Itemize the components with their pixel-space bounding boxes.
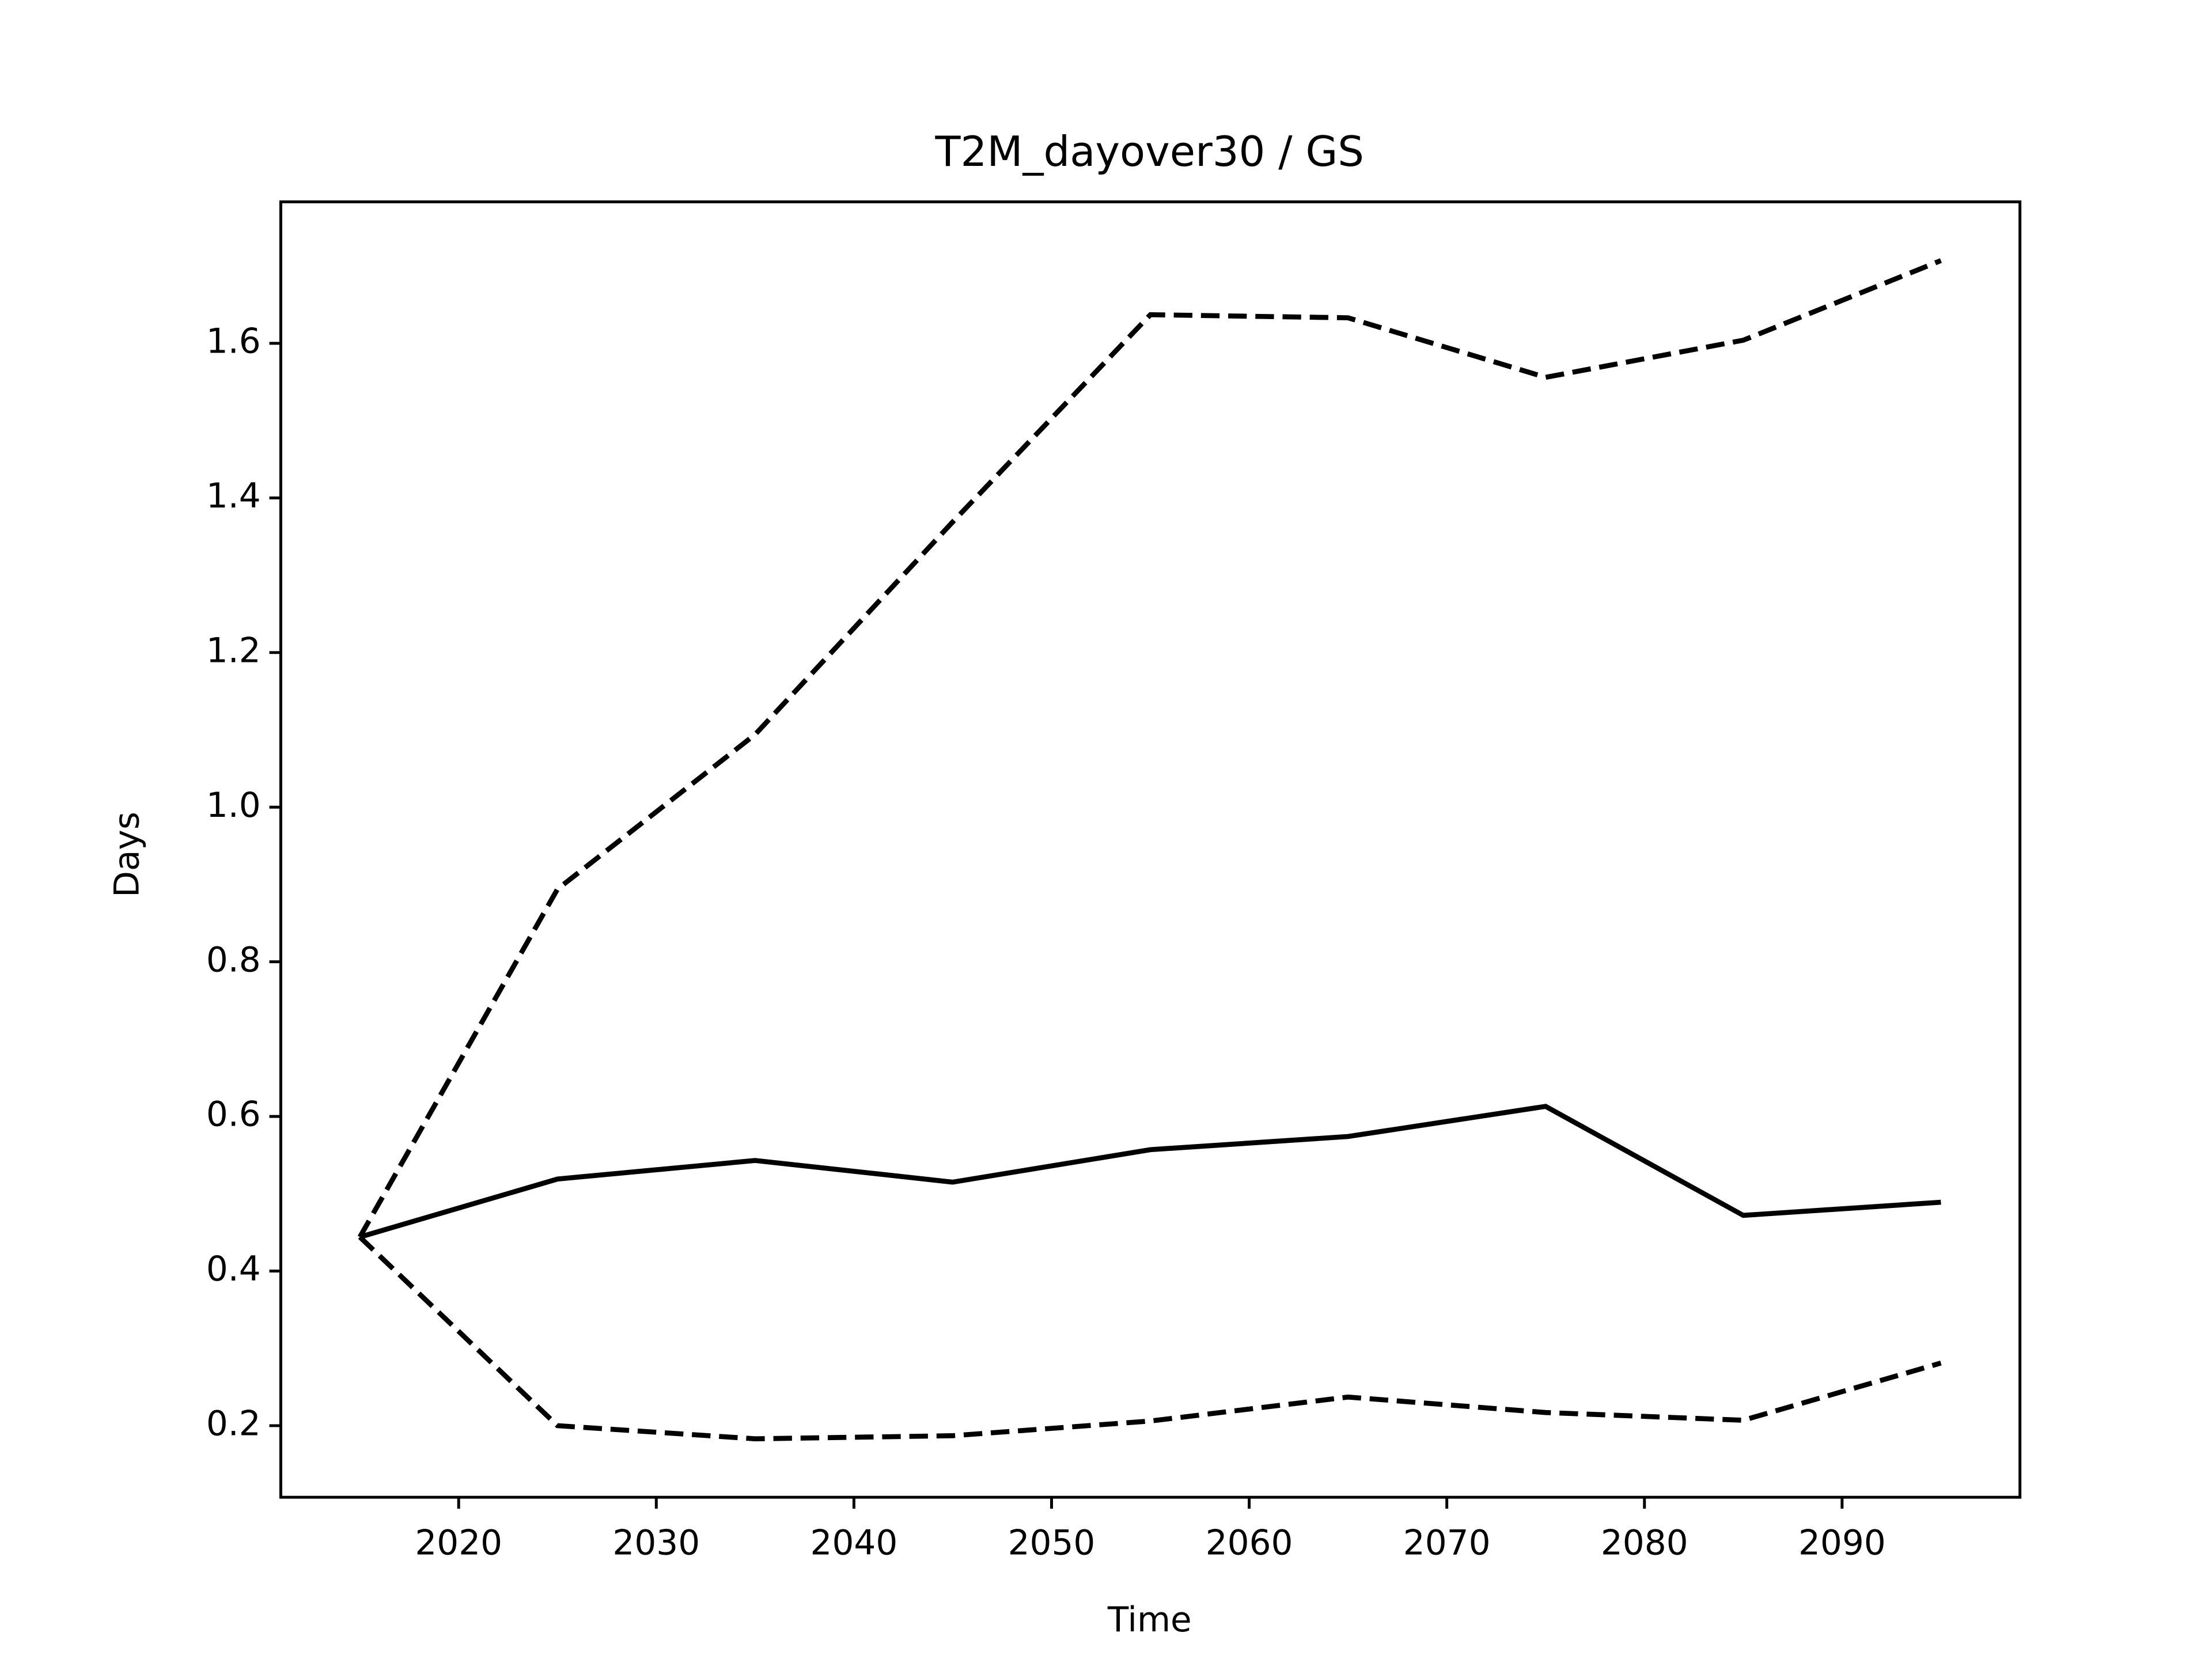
series-line (359, 1104, 1941, 1240)
y-axis-label: Days (108, 812, 147, 897)
x-tick-label: 2070 (1403, 1524, 1491, 1563)
y-tick-label: 0.2 (206, 1404, 261, 1444)
x-tick-label: 2080 (1601, 1524, 1688, 1563)
y-tick-label: 1.2 (206, 631, 261, 671)
y-tick-label: 0.4 (206, 1249, 261, 1289)
x-tick-label: 2020 (415, 1524, 502, 1563)
x-tick-label: 2050 (1008, 1524, 1096, 1563)
series-line (357, 258, 1942, 1238)
y-tick-label: 1.0 (206, 786, 261, 825)
y-tick-label: 1.4 (206, 476, 261, 516)
y-tick-label: 1.6 (206, 322, 261, 362)
y-tick-label: 0.6 (206, 1095, 261, 1135)
chart-title: T2M_dayover30 / GS (935, 127, 1365, 176)
x-tick-label: 2060 (1206, 1524, 1293, 1563)
x-axis-label: Time (1107, 1600, 1192, 1640)
x-tick-label: 2040 (810, 1524, 898, 1563)
series-line (358, 1235, 1942, 1442)
y-tick-label: 0.8 (206, 940, 261, 980)
x-tick-label: 2090 (1798, 1524, 1886, 1563)
x-tick-label: 2030 (612, 1524, 700, 1563)
plot-frame (279, 200, 2022, 1499)
